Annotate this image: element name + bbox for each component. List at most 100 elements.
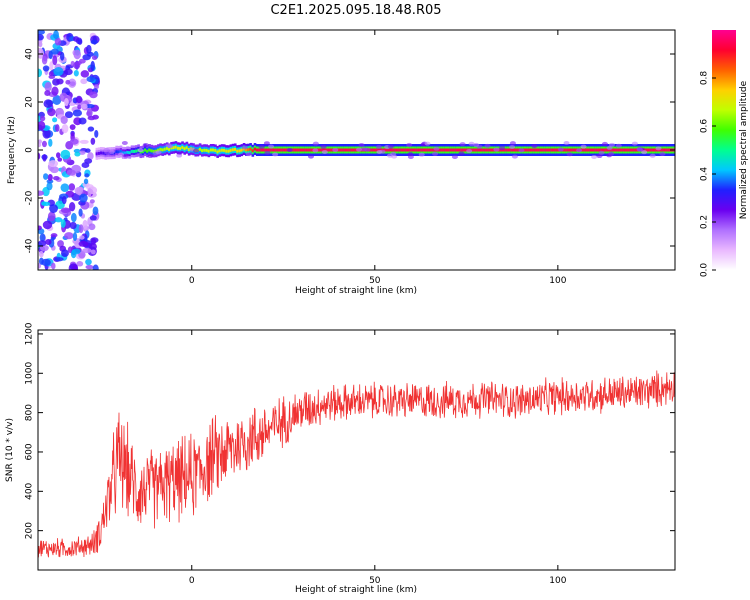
- spectrogram-tone-cell: [504, 148, 507, 152]
- spectrogram-noise-cell: [86, 76, 95, 83]
- spectrogram-tone-cell: [132, 149, 136, 153]
- spectrogram-tone-cell: [563, 148, 567, 152]
- spectrogram-tone-cell: [583, 148, 586, 152]
- spectrogram-tone-cell: [605, 148, 608, 152]
- spectrogram-halo-cell: [122, 153, 129, 158]
- spectrogram-tone-cell: [479, 148, 483, 152]
- spectrogram-tone-cell: [598, 148, 602, 152]
- spectrogram-tone-cell: [482, 148, 485, 152]
- snr-x-axis: 0 50 100: [189, 330, 567, 586]
- spectrogram-tone-cell: [152, 149, 156, 153]
- spectrogram-tone-cell: [124, 151, 127, 155]
- spectrogram-tone-cell: [179, 147, 182, 151]
- spectrogram-halo-cell: [636, 147, 643, 152]
- spectrogram-noise-cell: [87, 152, 94, 160]
- spectrogram-halo-cell: [655, 146, 662, 151]
- snr-frame: [37, 329, 676, 571]
- spectrogram-halo-cell: [245, 152, 252, 157]
- spectrogram-noise-cell: [69, 138, 79, 145]
- spectrogram-tone-cell: [407, 148, 411, 152]
- spectrogram-noise-cell: [53, 30, 59, 40]
- spectrogram-tone-cell: [328, 148, 332, 152]
- spectrogram-noise-cell: [66, 169, 76, 176]
- spectrogram-tone-cell: [431, 148, 435, 152]
- snr-x-label: Height of straight line (km): [295, 585, 417, 595]
- spectrogram-tone-cell: [126, 150, 129, 154]
- spectrogram-y-tick-label: -20: [25, 190, 35, 205]
- spectrogram-tone-cell: [255, 148, 259, 152]
- spectrogram-tone-cell: [545, 148, 549, 152]
- spectrogram-noise-cell: [69, 81, 76, 87]
- spectrogram-tone-cell: [236, 149, 239, 153]
- spectrogram-tone-cell: [269, 148, 272, 152]
- spectrogram-tone-cell: [644, 148, 648, 152]
- spectrogram-tone-cell: [275, 148, 279, 152]
- spectrogram-noise-cell: [46, 182, 53, 191]
- spectrogram-halo-cell: [358, 143, 365, 148]
- spectrogram-tone-cell: [150, 149, 154, 153]
- spectrogram-tone-cell: [458, 148, 461, 152]
- spectrogram-tone-cell: [488, 148, 492, 152]
- snr-series-line: [38, 370, 675, 558]
- spectrogram-halo-cell: [142, 142, 149, 147]
- spectrogram-halo-cell: [432, 151, 439, 156]
- spectrogram-tone-cell: [218, 149, 222, 153]
- colorbar-scale: [712, 30, 736, 270]
- spectrogram-tone-cell: [420, 148, 424, 152]
- spectrogram-tone-cell: [633, 148, 637, 152]
- spectrogram-tone-cell: [499, 148, 503, 152]
- spectrogram-tone-cell: [510, 148, 514, 152]
- spectrogram-tone-cell: [374, 148, 378, 152]
- spectrogram-tone-cell: [372, 148, 375, 152]
- spectrogram-tone-cell: [282, 148, 285, 152]
- spectrogram-tone-cell: [115, 150, 118, 154]
- spectrogram-halo-cell: [375, 144, 382, 149]
- spectrogram-tone-cell: [600, 148, 604, 152]
- spectrogram-noise-cell: [61, 196, 67, 205]
- spectrogram-halo-cell: [601, 141, 608, 146]
- spectrogram-tone-cell: [515, 148, 518, 152]
- spectrogram-halo-cell: [272, 152, 279, 157]
- spectrogram-tone-cell: [389, 148, 393, 152]
- spectrogram-noise-cell: [80, 103, 88, 110]
- spectrogram-noise-cell: [42, 154, 47, 162]
- spectrogram-panel: 0 50 100 -40 -20 0 20 40 Height of straight li…: [7, 29, 676, 296]
- spectrogram-tone-cell: [227, 149, 230, 153]
- spectrogram-tone-cell: [247, 148, 250, 152]
- spectrogram-tone-cell: [130, 149, 134, 153]
- spectrogram-halo-cell: [598, 150, 605, 155]
- spectrogram-noise-cell: [42, 201, 51, 207]
- spectrogram-tone-cell: [400, 148, 404, 152]
- spectrogram-halo-cell: [263, 141, 270, 146]
- colorbar-tick-label: 0.8: [700, 71, 710, 86]
- spectrogram-y-tick-label: 40: [25, 48, 35, 60]
- spectrogram-noise-cell: [42, 65, 50, 72]
- spectrogram-halo-cell: [103, 147, 110, 152]
- spectrogram-tone-cell: [345, 148, 349, 152]
- spectrogram-noise-cell: [90, 39, 98, 45]
- spectrogram-noise-cell: [84, 158, 93, 164]
- spectrogram-halo-cell: [241, 145, 248, 150]
- spectrogram-halo-cell: [376, 150, 383, 155]
- spectrogram-noise-cell: [45, 238, 52, 246]
- spectrogram-halo-cell: [509, 141, 516, 146]
- spectrogram-tone-cell: [464, 148, 468, 152]
- spectrogram-noise-cell: [77, 104, 82, 110]
- spectrogram-tone-cell: [587, 148, 591, 152]
- spectrogram-noise-cell: [85, 148, 91, 153]
- spectrogram-tone-cell: [251, 149, 255, 153]
- spectrogram-halo-cell: [104, 150, 111, 155]
- spectrogram-noise-cell: [91, 55, 98, 61]
- spectrogram-tone-cell: [225, 149, 228, 153]
- spectrogram-tone-cell: [611, 148, 615, 152]
- spectrogram-noise-cell: [38, 68, 43, 78]
- spectrogram-tone-cell: [326, 148, 329, 152]
- spectrogram-tone-cell: [299, 148, 303, 152]
- spectrogram-halo-cell: [563, 140, 570, 145]
- spectrogram-tone-cell: [209, 148, 213, 152]
- spectrogram-tone-cell: [486, 148, 490, 152]
- spectrogram-noise-cell: [53, 175, 60, 181]
- spectrogram-noise-cell: [42, 220, 53, 230]
- spectrogram-noise-cell: [55, 124, 60, 132]
- spectrogram-halo-cell: [493, 147, 500, 152]
